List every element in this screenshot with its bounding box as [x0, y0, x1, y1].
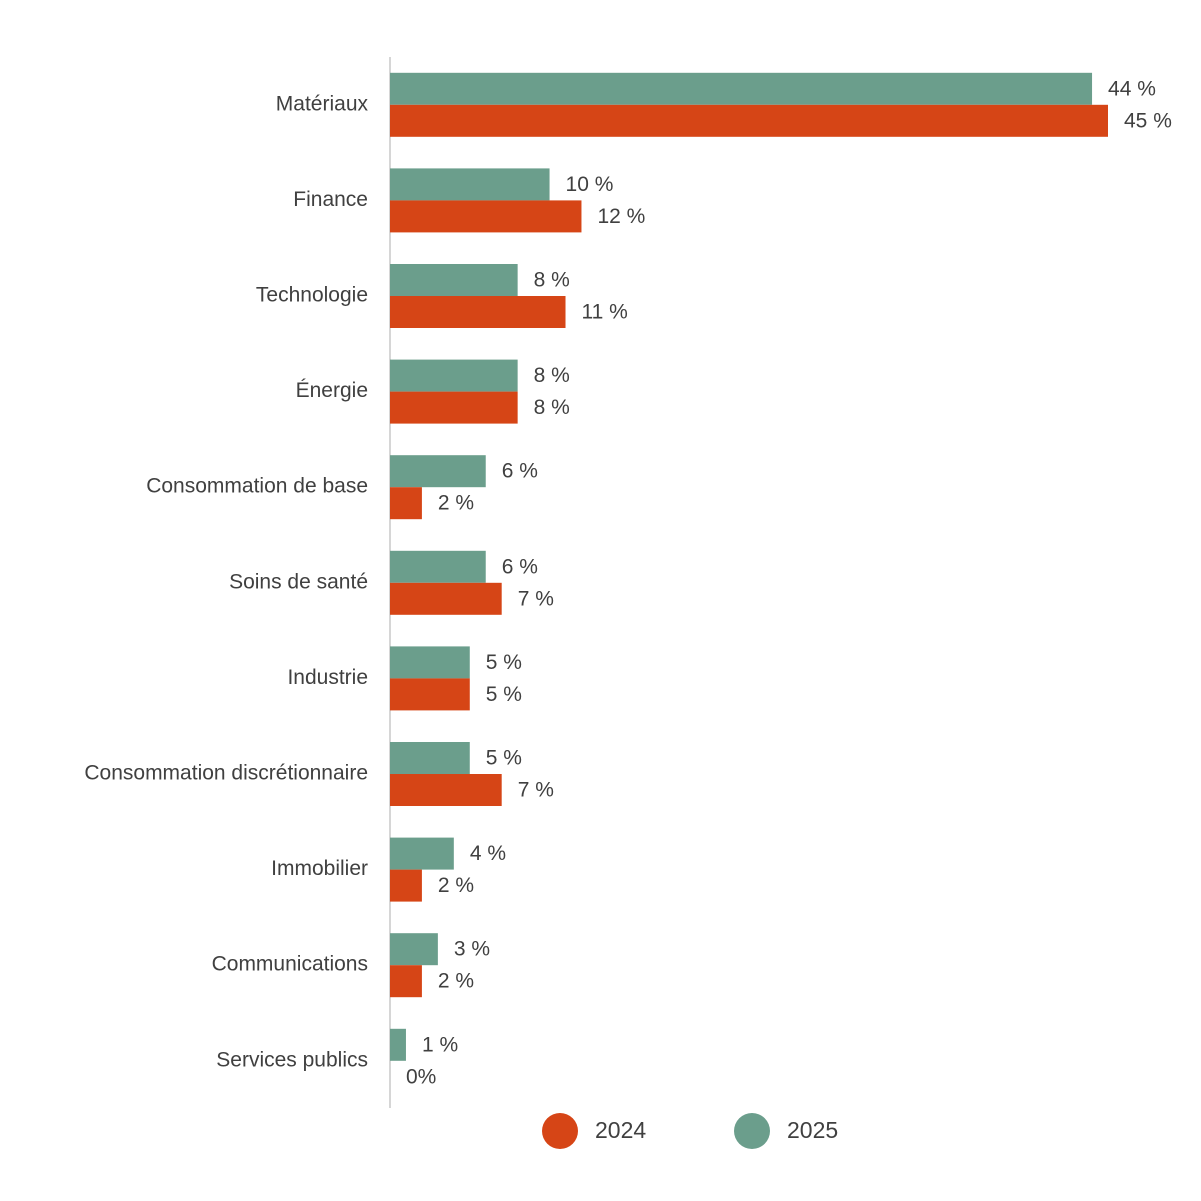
bar	[390, 455, 486, 488]
value-label: 4 %	[470, 842, 506, 865]
bar	[390, 168, 550, 201]
bar	[390, 550, 486, 583]
bar	[390, 487, 422, 520]
value-label: 7 %	[518, 587, 554, 610]
bar	[390, 965, 422, 998]
category-label: Finance	[293, 188, 368, 211]
category-label: Matériaux	[276, 92, 369, 115]
bar	[390, 296, 566, 328]
value-label: 2 %	[438, 874, 474, 897]
value-label: 1 %	[422, 1033, 458, 1056]
value-label: 45 %	[1124, 109, 1172, 132]
value-label: 8 %	[534, 364, 570, 387]
value-label: 6 %	[502, 555, 538, 578]
value-label: 0%	[406, 1065, 436, 1088]
bar	[390, 200, 582, 233]
bar	[390, 391, 518, 424]
category-label: Consommation de base	[146, 475, 368, 498]
bar	[390, 837, 454, 870]
bar	[390, 72, 1093, 105]
value-label: 7 %	[518, 779, 554, 802]
bar	[390, 104, 1108, 137]
bar	[390, 933, 438, 966]
value-label: 5 %	[486, 651, 522, 674]
value-label: 10 %	[566, 173, 614, 196]
bar	[390, 646, 470, 679]
value-label: 12 %	[597, 205, 645, 228]
value-label: 3 %	[454, 938, 490, 961]
category-label: Consommation discrétionnaire	[84, 762, 368, 785]
value-label: 5 %	[486, 747, 522, 770]
value-label: 11 %	[582, 301, 628, 324]
category-label: Immobilier	[271, 857, 368, 880]
value-label: 8 %	[534, 269, 570, 292]
value-label: 44 %	[1108, 77, 1156, 100]
bar	[390, 582, 502, 615]
legend-swatch	[734, 1113, 770, 1149]
category-label: Technologie	[256, 284, 368, 307]
legend-label: 2025	[787, 1117, 838, 1143]
value-label: 2 %	[438, 492, 474, 515]
category-label: Industrie	[287, 666, 368, 689]
value-label: 8 %	[534, 396, 570, 419]
bar	[390, 742, 470, 774]
bar	[390, 359, 518, 392]
value-label: 2 %	[438, 970, 474, 993]
legend-swatch	[542, 1113, 578, 1149]
category-label: Services publics	[216, 1048, 368, 1071]
bar	[390, 678, 470, 711]
legend-label: 2024	[595, 1117, 646, 1143]
bar	[390, 1028, 406, 1061]
category-label: Soins de santé	[229, 570, 368, 593]
bar	[390, 264, 518, 296]
value-label: 5 %	[486, 683, 522, 706]
category-label: Communications	[212, 953, 368, 976]
value-label: 6 %	[502, 460, 538, 483]
category-label: Énergie	[296, 379, 368, 402]
bar	[390, 774, 502, 806]
bar	[390, 869, 422, 902]
